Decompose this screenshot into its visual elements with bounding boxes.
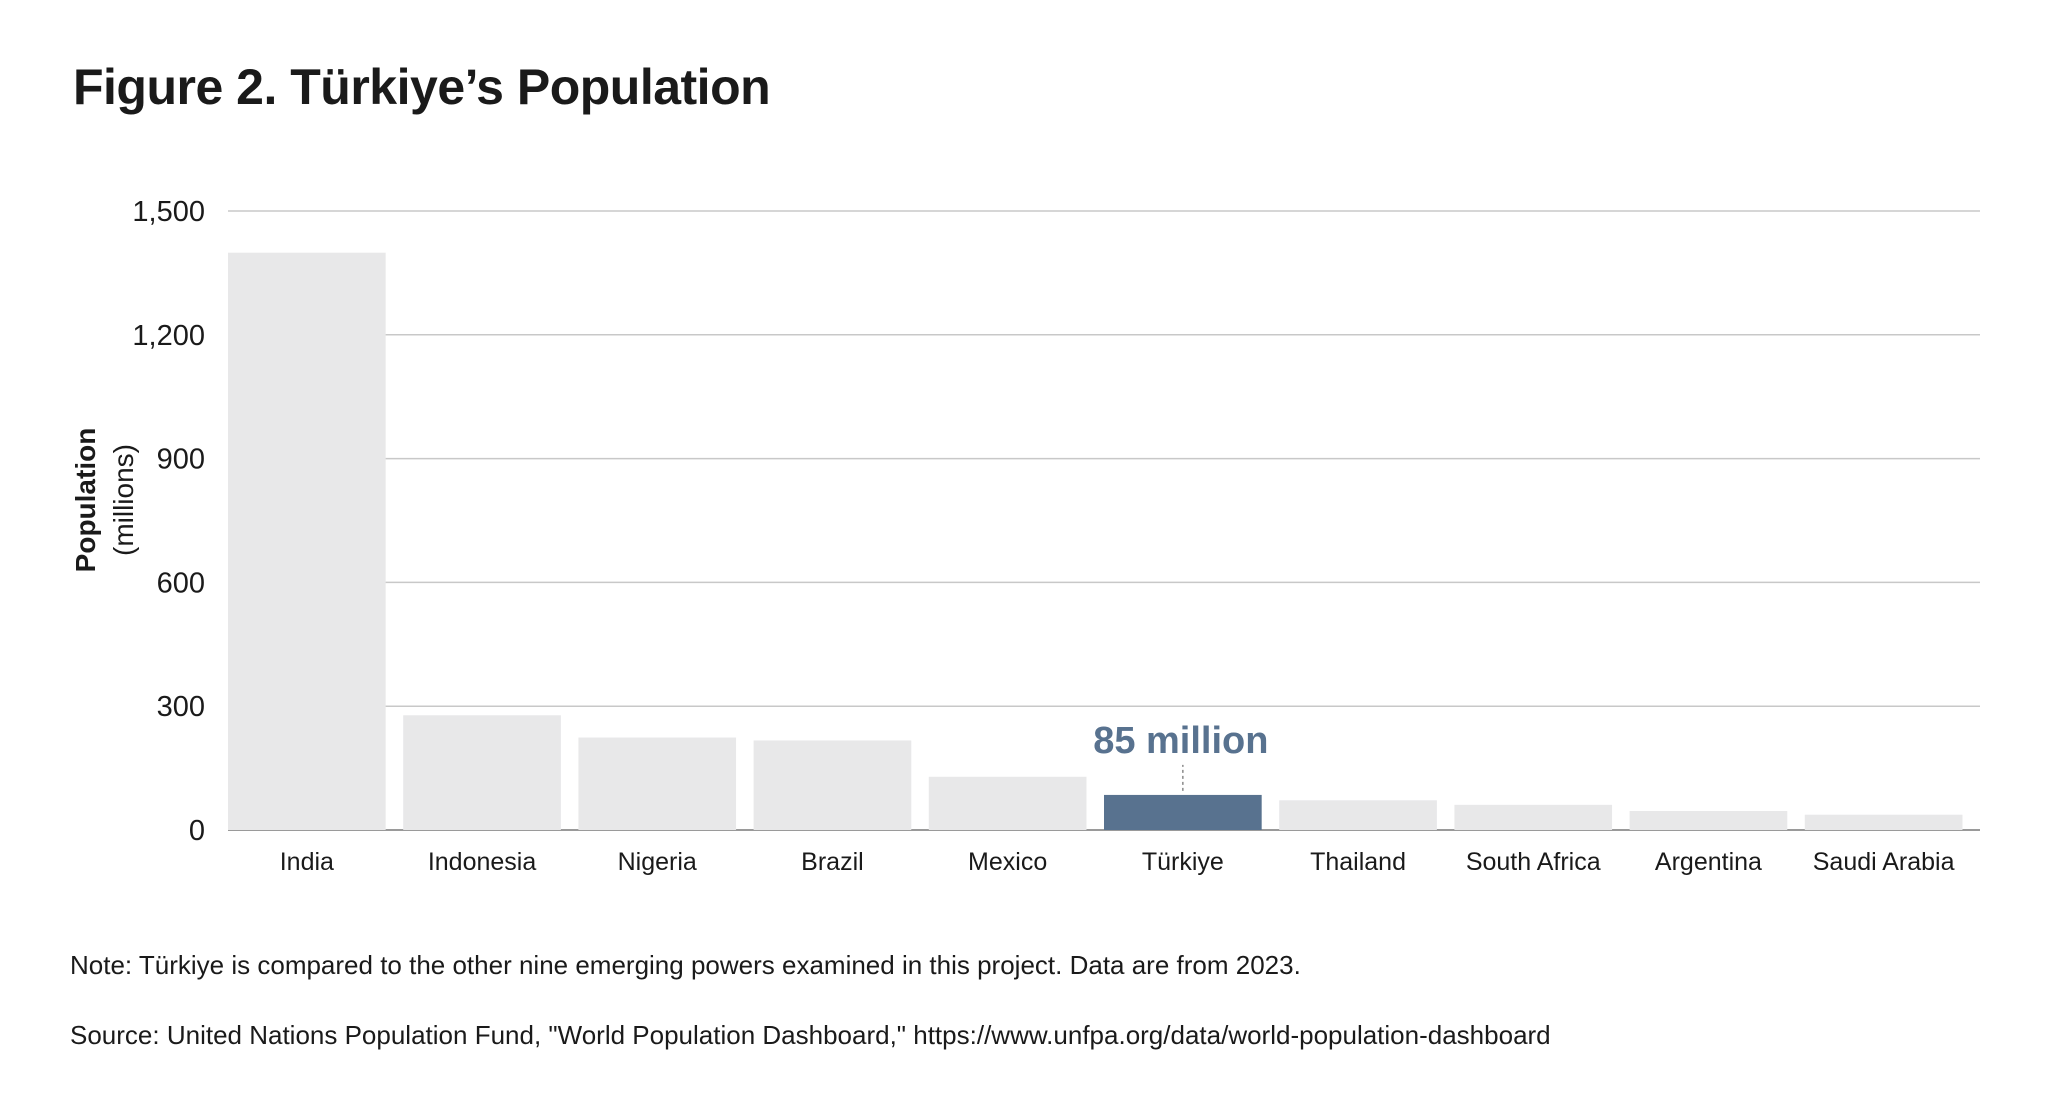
bar-indonesia <box>403 715 561 830</box>
bars <box>228 252 1963 831</box>
bar-thailand <box>1279 800 1437 830</box>
x-tick-label: Saudi Arabia <box>1813 848 1955 876</box>
x-tick-label: Thailand <box>1310 848 1406 876</box>
bar-mexico <box>928 776 1087 830</box>
x-tick-label: South Africa <box>1466 848 1601 876</box>
bar-saudi-arabia <box>1804 814 1963 830</box>
chart-title: Figure 2. Türkiye’s Population <box>73 59 771 115</box>
x-axis-ticks: India Indonesia Nigeria Brazil Mexico Türkiye… <box>280 848 1955 876</box>
y-tick-label: 1,500 <box>132 196 205 228</box>
bar-argentina <box>1629 811 1788 830</box>
x-tick-label: Mexico <box>968 848 1047 876</box>
x-tick-label: Argentina <box>1655 848 1762 876</box>
y-axis-ticks: 0 300 600 900 1,200 1,500 <box>132 196 205 847</box>
y-tick-label: 300 <box>157 691 205 723</box>
chart-source: Source: United Nations Population Fund, … <box>70 1020 1551 1050</box>
chart-note: Note: Türkiye is compared to the other n… <box>70 950 1301 980</box>
y-axis-title: Population <box>70 428 101 573</box>
bar-nigeria <box>578 737 737 830</box>
y-tick-label: 1,200 <box>132 320 205 352</box>
y-tick-label: 600 <box>157 567 205 599</box>
y-axis-label: Population (millions) <box>70 428 139 573</box>
y-tick-label: 0 <box>189 815 205 847</box>
y-axis-unit: (millions) <box>108 444 139 556</box>
bar-chart: 0 300 600 900 1,200 1,500 India Indonesia Niger… <box>70 196 1980 876</box>
annotations: 85 million <box>1093 720 1268 791</box>
y-tick-label: 900 <box>157 444 205 476</box>
bar-south-africa <box>1454 804 1613 830</box>
bar-brazil <box>753 740 912 830</box>
bar-t-rkiye <box>1104 794 1262 830</box>
x-tick-label: India <box>280 848 334 876</box>
x-tick-label: Nigeria <box>618 848 697 876</box>
annotation-label: 85 million <box>1093 720 1268 762</box>
x-tick-label: Indonesia <box>428 848 537 876</box>
bar-india <box>228 252 386 831</box>
x-tick-label: Türkiye <box>1142 848 1224 876</box>
x-tick-label: Brazil <box>801 848 864 876</box>
